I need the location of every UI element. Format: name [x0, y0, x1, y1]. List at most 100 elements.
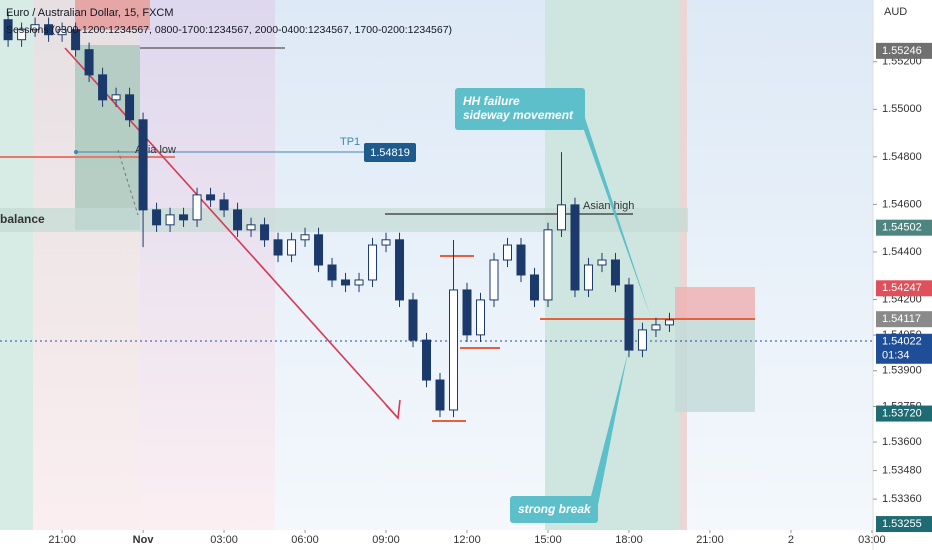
y-tick-label: 1.55000 — [882, 103, 922, 115]
candle-body — [449, 289, 459, 411]
target-zone — [675, 318, 755, 412]
session-bg — [680, 0, 687, 530]
x-tick-label: 09:00 — [372, 534, 400, 546]
candle-body — [381, 239, 391, 246]
x-tick-label: 21:00 — [696, 534, 724, 546]
price-badge — [876, 333, 932, 364]
y-tick-label: 1.53600 — [882, 436, 922, 448]
price-badge — [876, 280, 932, 297]
y-tick-label: 1.54400 — [882, 246, 922, 258]
candle-body — [98, 74, 108, 101]
price-badge-label: 1.53255 — [882, 518, 922, 530]
candle-body — [583, 264, 593, 291]
x-tick-label: 15:00 — [534, 534, 562, 546]
candle-body — [138, 119, 148, 211]
callout-pointer — [575, 105, 650, 315]
callout-box — [510, 496, 598, 523]
candle-body — [597, 259, 607, 266]
y-tick-label: 1.53900 — [882, 365, 922, 377]
tp-price: 1.54819 — [370, 147, 410, 159]
price-badge — [876, 42, 932, 59]
candle-body — [422, 339, 432, 381]
candle-body — [246, 224, 256, 231]
price-badge — [876, 405, 932, 422]
callout-text: strong break — [518, 502, 592, 516]
y-tick-label: 1.54200 — [882, 293, 922, 305]
currency: AUD — [884, 6, 907, 18]
arrow-head — [385, 399, 401, 420]
candle-body — [219, 199, 229, 211]
candle-body — [502, 244, 512, 261]
x-tick-label: 18:00 — [615, 534, 643, 546]
price-badge-label: 1.54022 — [882, 336, 922, 348]
candle-body — [543, 229, 553, 301]
candle-body — [624, 284, 634, 351]
session-bg — [140, 0, 275, 530]
candle-body — [529, 274, 539, 301]
price-badge — [876, 516, 932, 533]
y-tick-label: 1.54800 — [882, 151, 922, 163]
candle-body — [516, 244, 526, 276]
price-badge-label: 1.54117 — [882, 313, 921, 325]
price-badge — [876, 219, 932, 236]
price-axis — [873, 0, 932, 550]
x-tick-label: 06:00 — [291, 534, 319, 546]
annotation: Asian high — [583, 200, 634, 212]
y-tick-label: 1.53360 — [882, 493, 922, 505]
stop-zone — [675, 287, 755, 318]
candle-body — [435, 379, 445, 411]
dashed-path — [117, 149, 139, 216]
time-axis — [0, 530, 873, 550]
price-badge-label: 1.54247 — [882, 282, 922, 294]
candle-body — [192, 194, 202, 221]
callout-pointer — [590, 352, 628, 505]
candle-body — [179, 214, 189, 221]
x-tick-label: 03:00 — [210, 534, 238, 546]
session-bg — [0, 0, 33, 530]
session-backgrounds — [0, 0, 873, 530]
candle-body — [84, 49, 94, 76]
candle-body — [408, 299, 418, 341]
x-tick-label: 21:00 — [48, 534, 76, 546]
callout-text: sideway movement — [463, 108, 574, 122]
candle-body — [556, 204, 566, 231]
candle-body — [206, 194, 216, 201]
candle-body — [111, 94, 121, 101]
y-tick-label: 1.55200 — [882, 56, 922, 68]
candle-body — [664, 319, 674, 326]
candle-body — [637, 329, 647, 351]
y-tick-label: 1.53480 — [882, 464, 922, 476]
candle-body — [3, 19, 13, 41]
x-tick-label: 03:00 — [858, 534, 886, 546]
drawings: HH failure sideway movement strong break… — [0, 47, 873, 523]
candle-body — [260, 224, 270, 241]
candle-body — [300, 234, 310, 241]
price-badge-label: 1.54502 — [882, 222, 922, 234]
session-box — [75, 0, 150, 30]
tp-anchor — [74, 150, 78, 154]
candle-body — [327, 264, 337, 281]
candle-body — [273, 239, 283, 256]
candle-body — [368, 244, 378, 281]
candle-body — [57, 29, 67, 36]
x-tick-label: 2 — [788, 534, 794, 546]
candle-body — [71, 29, 81, 51]
tp-badge — [364, 143, 416, 162]
axes: 1.55200 1.55000 1.54800 1.54600 1.54400 1.542… — [48, 42, 932, 546]
trend-arrow — [64, 47, 399, 419]
chart-subtitle: Sessions (0300-1200:1234567, 0800-1700:1… — [6, 24, 452, 36]
candle-body — [570, 204, 580, 291]
price-badge — [876, 311, 932, 328]
candles — [3, 12, 674, 418]
candle-body — [610, 259, 620, 286]
candle-body — [30, 24, 40, 31]
countdown: 01:34 — [882, 350, 910, 362]
callout-text: HH failure — [463, 94, 520, 108]
candle-body — [354, 279, 364, 286]
callout-box — [455, 88, 585, 130]
price-badge-label: 1.53720 — [882, 407, 922, 419]
chart-title: Euro / Australian Dollar, 15, FXCM — [6, 7, 174, 19]
x-tick-label: Nov — [133, 534, 155, 546]
candle-body — [233, 209, 243, 231]
